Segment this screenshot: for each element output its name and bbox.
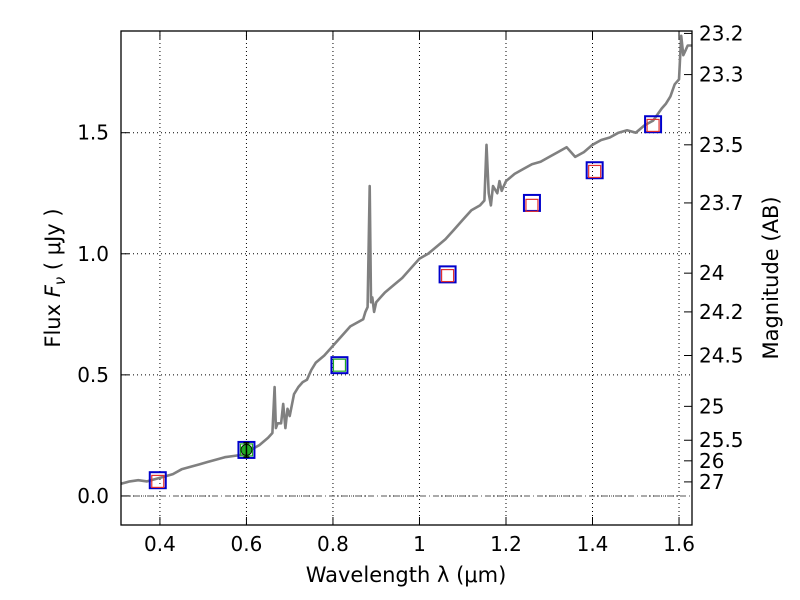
spectrum-series	[120, 34, 692, 486]
x-tick-label: 1.6	[663, 532, 695, 556]
plot-background	[121, 31, 692, 525]
magnitude-tick-label: 24	[699, 261, 724, 285]
magnitude-tick-label: 24.5	[699, 343, 744, 367]
y-axis-label-prefix: Flux	[41, 297, 65, 347]
magnitude-tick-label: 25	[699, 394, 724, 418]
x-tick-label: 0.8	[317, 532, 349, 556]
magnitude-tick-label: 23.7	[699, 191, 744, 215]
spectrum-line	[120, 34, 692, 486]
plot-frame	[120, 30, 693, 526]
magnitude-tick-label: 27	[699, 470, 724, 494]
y-axis-label-symbol: F	[41, 284, 65, 297]
magnitude-tick-label: 24.2	[699, 300, 744, 324]
y-tick-label: 0.5	[77, 363, 109, 387]
y-tick-label: 1.5	[77, 121, 109, 145]
observed-photometry-box	[438, 265, 457, 284]
y2-axis-label: Magnitude (AB)	[759, 196, 783, 359]
model-photometry-box	[588, 164, 602, 179]
observed-photometry-box	[644, 115, 663, 134]
observed-photometry-box	[585, 161, 604, 180]
x-axis-ticks: 0.4 0.6 0.8 1 1.2 1.4 1.6	[144, 31, 695, 556]
observed-photometry-box	[330, 356, 349, 375]
photometry-markers	[148, 115, 663, 490]
y-tick-label: 0.0	[77, 484, 109, 508]
y-axis-label-suffix: ( μJy )	[41, 208, 65, 276]
magnitude-tick-label: 23.2	[699, 21, 744, 45]
x-tick-label: 0.6	[231, 532, 263, 556]
magnitude-tick-label: 26	[699, 449, 724, 473]
y-axis-label-subscript: ν	[51, 277, 69, 285]
observed-photometry-box	[148, 471, 167, 490]
model-photometry-box	[151, 474, 165, 489]
model-photometry-box	[332, 358, 347, 372]
x-tick-label: 1.4	[577, 532, 609, 556]
y-axis-ticks: 0.0 0.5 1.0 1.5	[77, 121, 129, 508]
model-photometry-box	[440, 268, 455, 283]
x-tick-label: 0.4	[144, 532, 176, 556]
magnitude-tick-label: 23.5	[699, 133, 744, 157]
model-photometry-box	[525, 198, 539, 212]
magnitude-tick-label: 25.5	[699, 428, 744, 452]
x-tick-label: 1.2	[490, 532, 522, 556]
model-photometry-box	[646, 118, 660, 133]
y-axis-label: Flux Fν ( μJy )	[41, 208, 69, 347]
x-axis-label: Wavelength λ (μm)	[306, 563, 507, 587]
magnitude-tick-label: 23.3	[699, 63, 744, 87]
x-tick-label: 1	[413, 532, 426, 556]
y-tick-label: 1.0	[77, 242, 109, 266]
